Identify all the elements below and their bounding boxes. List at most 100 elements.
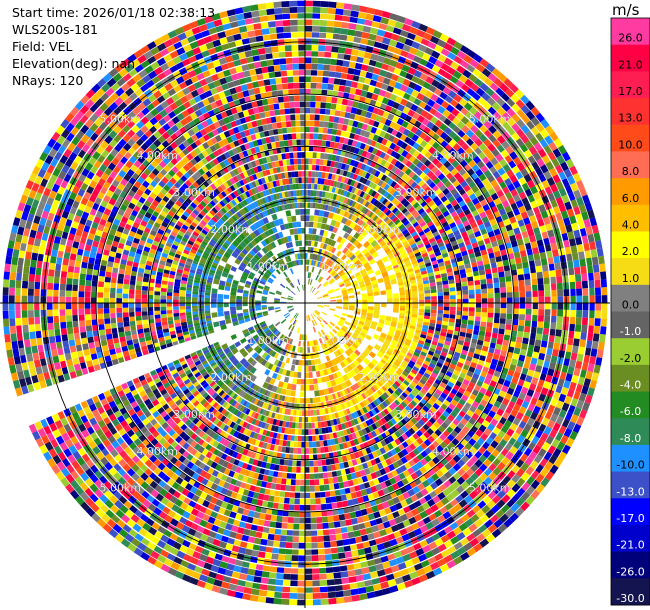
- velocity-cell: [391, 207, 399, 214]
- velocity-cell: [553, 138, 563, 148]
- velocity-cell: [330, 58, 338, 66]
- velocity-cell: [345, 219, 353, 227]
- velocity-cell: [443, 299, 450, 303]
- velocity-cell: [439, 33, 450, 43]
- velocity-cell: [322, 465, 328, 472]
- velocity-cell: [312, 221, 318, 229]
- velocity-cell: [496, 202, 504, 211]
- velocity-cell: [300, 378, 305, 385]
- velocity-cell: [579, 187, 588, 197]
- velocity-cell: [523, 149, 533, 159]
- velocity-cell: [501, 254, 509, 261]
- velocity-cell: [305, 460, 310, 467]
- velocity-cell: [333, 27, 342, 34]
- velocity-cell: [321, 89, 328, 96]
- velocity-cell: [322, 77, 329, 84]
- velocity-cell: [285, 485, 291, 492]
- velocity-cell: [393, 183, 400, 191]
- velocity-cell: [341, 66, 349, 74]
- velocity-cell: [370, 190, 377, 198]
- velocity-cell: [386, 293, 393, 299]
- velocity-cell: [595, 295, 602, 303]
- velocity-cell: [444, 260, 451, 266]
- velocity-cell: [581, 324, 588, 333]
- velocity-cell: [412, 112, 421, 120]
- velocity-cell: [399, 305, 406, 309]
- velocity-cell: [324, 147, 330, 154]
- velocity-cell: [322, 294, 329, 298]
- velocity-cell: [550, 289, 557, 297]
- velocity-cell: [308, 435, 313, 442]
- velocity-cell: [515, 99, 526, 109]
- velocity-cell: [318, 255, 323, 262]
- velocity-cell: [318, 472, 324, 479]
- velocity-cell: [442, 109, 451, 118]
- velocity-cell: [307, 403, 311, 410]
- velocity-cell: [333, 287, 340, 292]
- velocity-cell: [491, 101, 501, 112]
- velocity-cell: [348, 199, 354, 207]
- velocity-cell: [265, 597, 274, 604]
- velocity-cell: [598, 341, 605, 351]
- velocity-cell: [275, 522, 282, 529]
- velocity-cell: [319, 13, 328, 20]
- velocity-cell: [481, 312, 488, 318]
- velocity-cell: [418, 311, 424, 316]
- velocity-cell: [488, 298, 494, 303]
- velocity-cell: [319, 190, 323, 198]
- velocity-cell: [392, 307, 399, 313]
- velocity-cell: [481, 92, 491, 102]
- velocity-cell: [322, 70, 330, 77]
- velocity-cell: [423, 167, 431, 175]
- velocity-cell: [356, 262, 363, 269]
- velocity-cell: [418, 23, 428, 32]
- velocity-cell: [500, 313, 507, 319]
- velocity-cell: [309, 460, 314, 467]
- velocity-cell: [385, 209, 392, 216]
- velocity-cell: [365, 209, 372, 217]
- velocity-cell: [353, 188, 360, 195]
- velocity-cell: [317, 542, 325, 549]
- velocity-cell: [305, 240, 309, 247]
- velocity-cell: [368, 119, 375, 127]
- velocity-cell: [348, 274, 356, 281]
- velocity-cell: [550, 315, 557, 323]
- velocity-cell: [315, 248, 320, 255]
- velocity-cell: [423, 227, 431, 234]
- velocity-cell: [588, 310, 595, 319]
- velocity-cell: [489, 257, 496, 264]
- velocity-cell: [337, 162, 343, 169]
- velocity-cell: [326, 503, 333, 510]
- velocity-cell: [483, 258, 490, 265]
- velocity-cell: [325, 251, 331, 258]
- velocity-cell: [345, 212, 351, 219]
- velocity-cell: [392, 293, 399, 299]
- velocity-cell: [512, 180, 521, 189]
- velocity-cell: [499, 323, 506, 330]
- velocity-cell: [480, 316, 487, 323]
- velocity-cell: [381, 243, 388, 250]
- velocity-cell: [431, 244, 439, 250]
- velocity-cell: [493, 162, 503, 171]
- velocity-cell: [276, 477, 282, 484]
- velocity-cell: [497, 167, 506, 176]
- velocity-cell: [329, 65, 337, 72]
- velocity-cell: [312, 592, 321, 599]
- velocity-cell: [332, 167, 338, 175]
- velocity-cell: [337, 143, 344, 150]
- velocity-cell: [444, 126, 453, 135]
- velocity-cell: [308, 158, 313, 165]
- velocity-cell: [391, 197, 398, 205]
- velocity-cell: [344, 131, 351, 139]
- velocity-cell: [359, 286, 367, 292]
- velocity-cell: [319, 184, 324, 191]
- velocity-cell: [313, 133, 319, 140]
- velocity-cell: [320, 249, 326, 256]
- velocity-cell: [319, 19, 328, 27]
- velocity-cell: [324, 554, 332, 561]
- velocity-cell: [567, 175, 576, 185]
- velocity-cell: [387, 163, 395, 171]
- velocity-cell: [576, 180, 585, 190]
- velocity-cell: [260, 577, 269, 585]
- velocity-cell: [339, 34, 348, 42]
